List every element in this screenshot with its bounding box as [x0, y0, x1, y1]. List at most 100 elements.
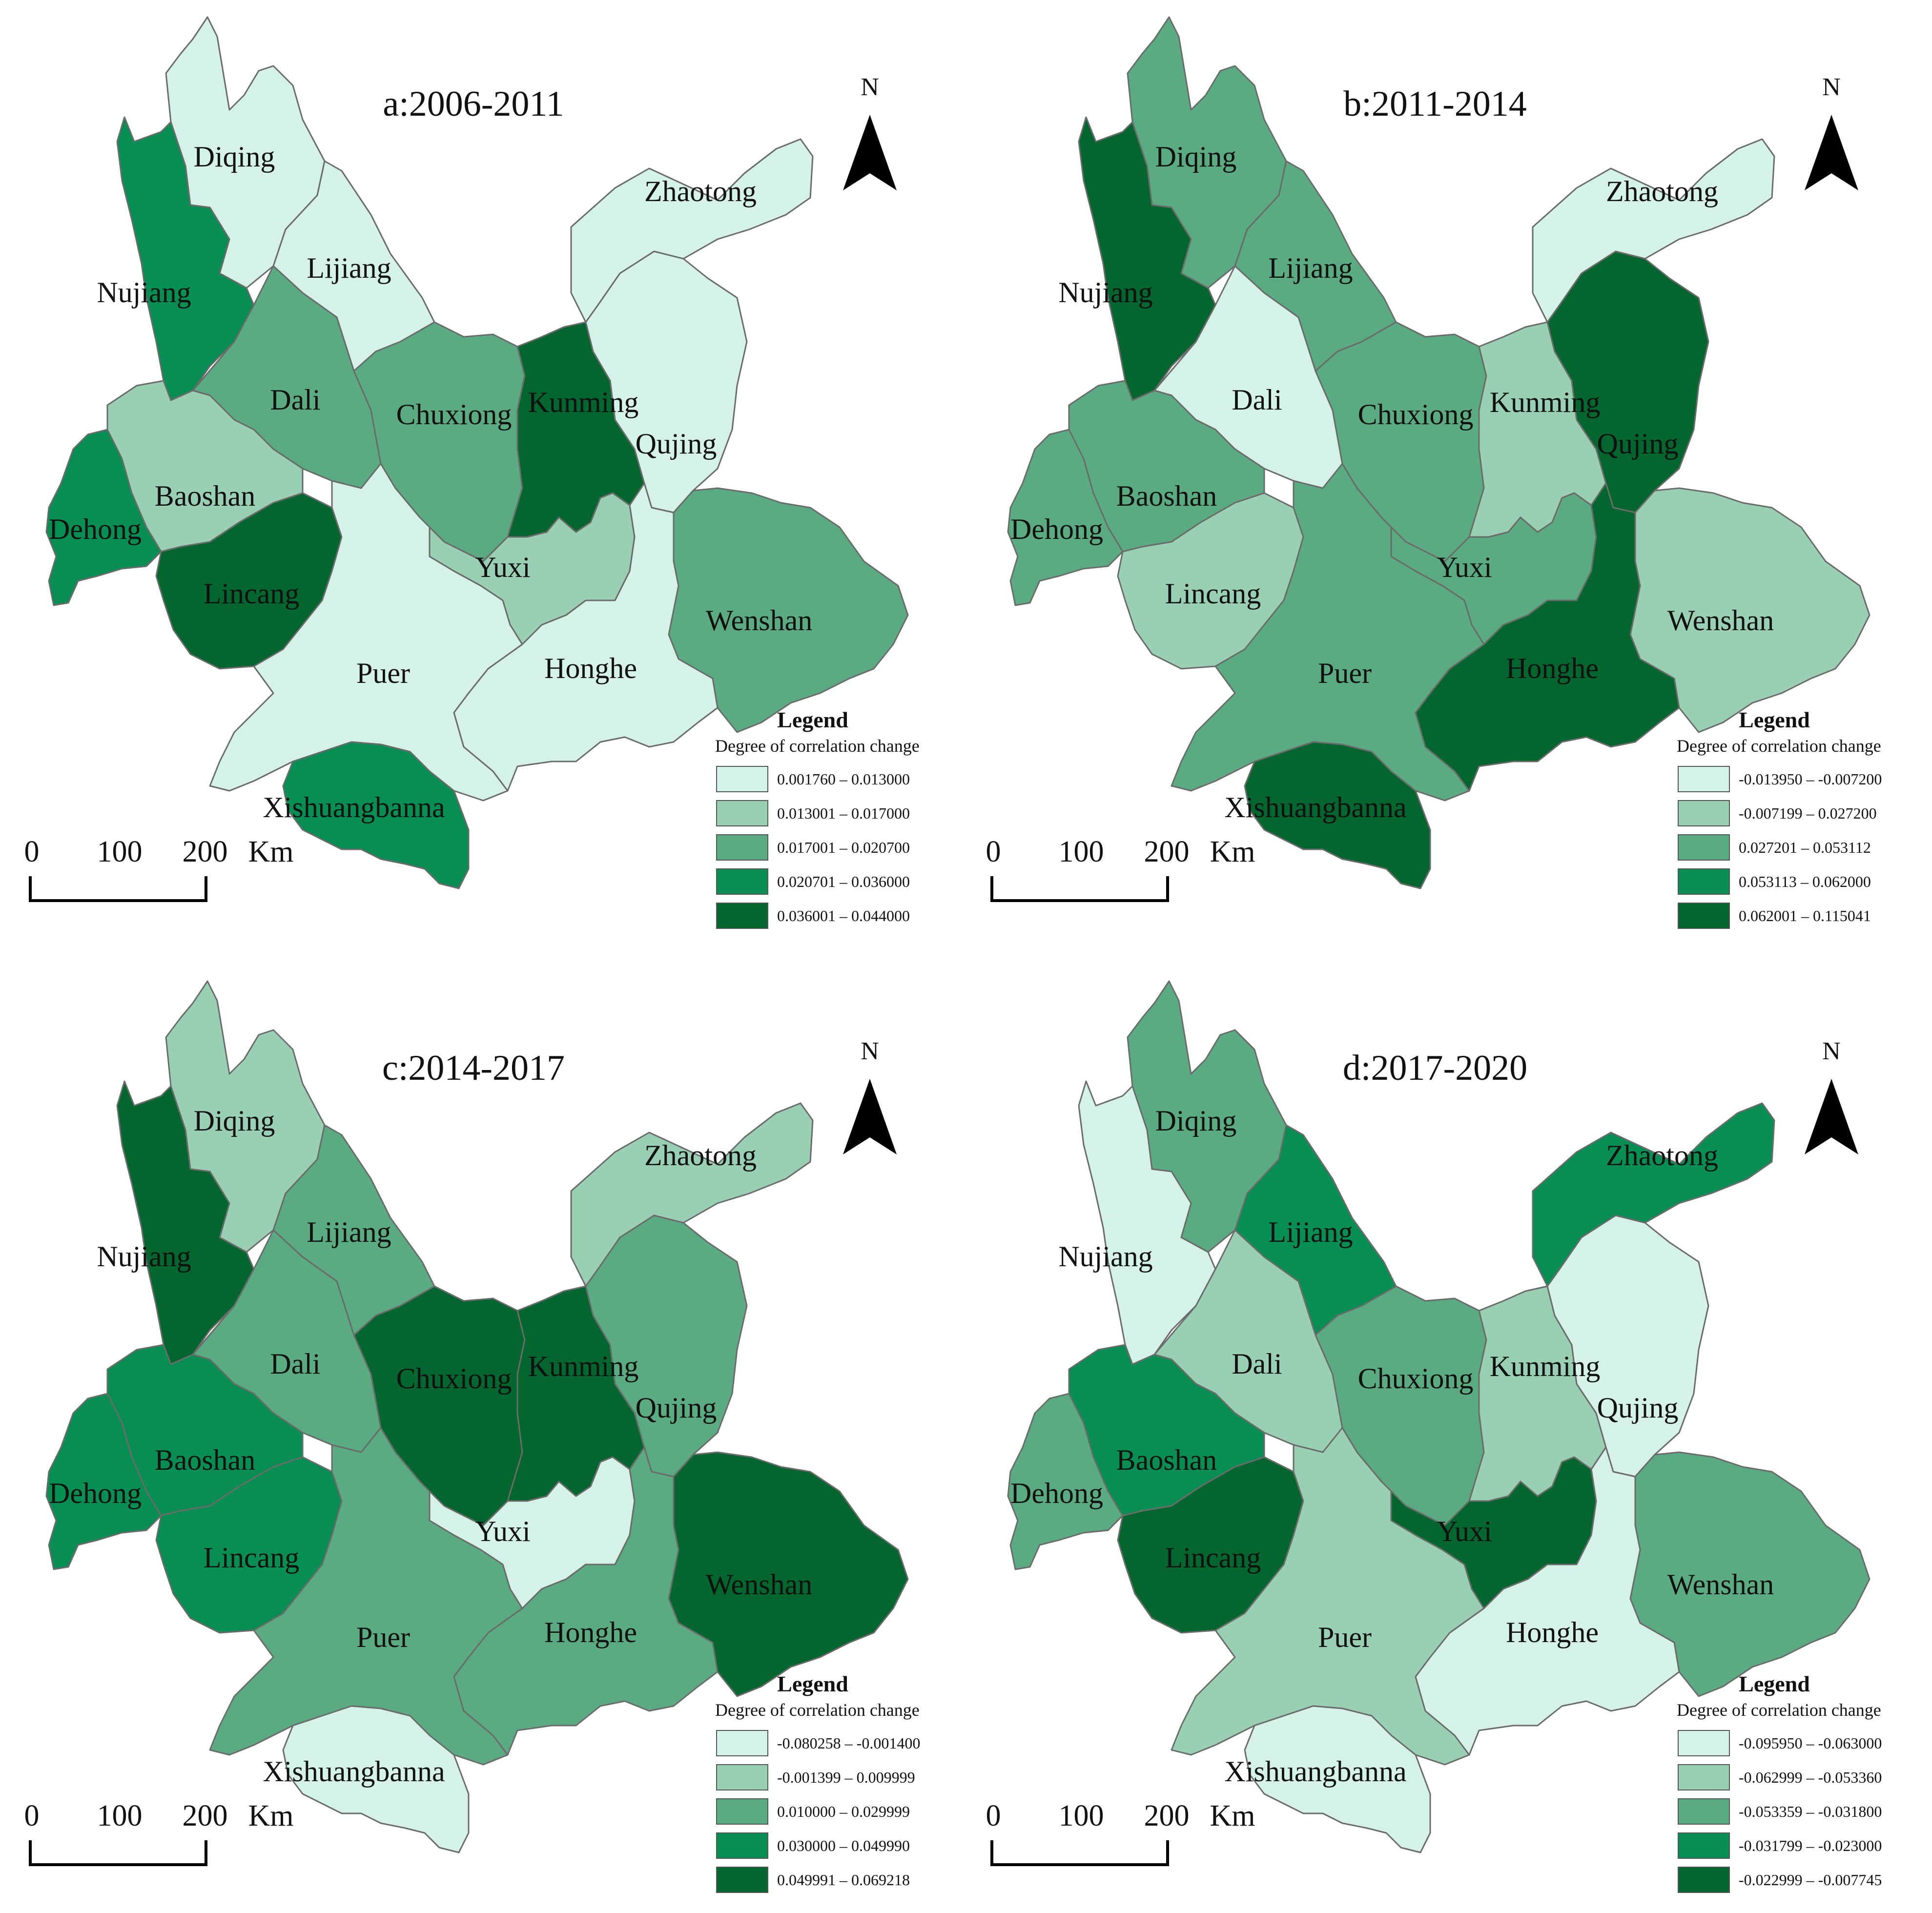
region-label-zhaotong: Zhaotong [644, 1139, 757, 1172]
region-label-zhaotong: Zhaotong [1606, 1139, 1718, 1172]
legend-range-0: -0.080258 – -0.001400 [777, 1734, 920, 1752]
region-label-xishuangbanna: Xishuangbanna [263, 791, 445, 823]
region-label-qujing: Qujing [1597, 1392, 1679, 1424]
legend-subtitle: Degree of correlation change [715, 736, 920, 756]
region-label-dali: Dali [270, 1348, 320, 1380]
region-label-puer: Puer [1318, 1621, 1372, 1653]
legend-range-2: 0.017001 – 0.020700 [777, 839, 910, 856]
region-label-yuxi: Yuxi [1437, 1515, 1492, 1547]
map-panel-0: Diqing Nujiang Lijiang Zhaotong Dali Chuxiong… [24, 16, 920, 929]
scale-unit: Km [1210, 1799, 1255, 1832]
region-qujing [585, 250, 748, 514]
region-label-xishuangbanna: Xishuangbanna [1224, 1755, 1406, 1788]
scale-bar: 0 100 200 Km [24, 1799, 294, 1866]
region-label-nujiang: Nujiang [97, 1240, 191, 1273]
north-label: N [1822, 1037, 1841, 1065]
region-label-zhaotong: Zhaotong [644, 175, 757, 207]
region-label-yuxi: Yuxi [1437, 551, 1492, 583]
legend-swatch-0 [716, 1730, 768, 1756]
region-label-baoshan: Baoshan [1116, 480, 1217, 512]
legend-swatch-2 [716, 1798, 768, 1825]
legend-swatch-1 [1678, 800, 1730, 826]
region-label-nujiang: Nujiang [97, 276, 191, 309]
legend-range-2: 0.010000 – 0.029999 [777, 1803, 910, 1820]
legend: Legend Degree of correlation change 0.0017… [715, 707, 920, 929]
legend-swatch-2 [1678, 834, 1730, 861]
panel-title: b:2011-2014 [1343, 84, 1526, 124]
scale-bar: 0 100 200 Km [24, 835, 294, 902]
region-label-chuxiong: Chuxiong [396, 398, 512, 431]
region-label-puer: Puer [356, 1621, 410, 1653]
legend-range-2: -0.053359 – -0.031800 [1739, 1803, 1882, 1820]
legend-swatch-0 [716, 766, 768, 792]
legend-swatch-1 [716, 800, 768, 826]
legend-swatch-4 [716, 903, 768, 929]
region-label-lijiang: Lijiang [1268, 252, 1353, 284]
panel-title: a:2006-2011 [383, 84, 564, 124]
legend-range-4: 0.049991 – 0.069218 [777, 1871, 910, 1889]
map-panel-2: Diqing Nujiang Lijiang Zhaotong Dali Chuxiong… [24, 980, 920, 1893]
region-label-lijiang: Lijiang [1268, 1216, 1353, 1248]
north-arrow-icon: N [1805, 1037, 1858, 1154]
scale-unit: Km [1210, 835, 1255, 868]
region-xishuangbanna [282, 1705, 470, 1853]
region-honghe [453, 1446, 719, 1756]
legend-swatch-4 [1678, 903, 1730, 929]
legend-range-0: 0.001760 – 0.013000 [777, 770, 910, 788]
region-xishuangbanna [1244, 1705, 1431, 1853]
region-label-honghe: Honghe [1506, 1616, 1599, 1648]
region-label-honghe: Honghe [544, 652, 637, 684]
legend-swatch-3 [1678, 868, 1730, 895]
north-arrow-icon: N [843, 1037, 897, 1154]
region-honghe [453, 482, 719, 792]
scale-label-2: 200 [183, 835, 228, 868]
legend-swatch-4 [716, 1867, 768, 1893]
region-label-wenshan: Wenshan [706, 1568, 812, 1601]
legend-swatch-3 [716, 868, 768, 895]
legend-swatch-1 [716, 1764, 768, 1790]
region-label-diqing: Diqing [194, 141, 275, 173]
legend-range-3: 0.053113 – 0.062000 [1739, 873, 1871, 890]
region-label-xishuangbanna: Xishuangbanna [263, 1755, 445, 1788]
scale-label-0: 0 [24, 835, 40, 868]
region-label-honghe: Honghe [1506, 652, 1599, 684]
region-label-dehong: Dehong [1010, 513, 1103, 545]
scale-label-0: 0 [986, 1799, 1001, 1832]
scale-unit: Km [248, 1799, 294, 1832]
scale-bar: 0 100 200 Km [986, 835, 1255, 902]
scale-label-2: 200 [1144, 835, 1190, 868]
region-dehong [45, 429, 162, 606]
scale-label-0: 0 [986, 835, 1001, 868]
region-label-dehong: Dehong [49, 1477, 142, 1509]
legend-range-0: -0.013950 – -0.007200 [1739, 770, 1882, 788]
legend-swatch-1 [1678, 1764, 1730, 1790]
region-label-lincang: Lincang [204, 1542, 300, 1574]
panel-title: d:2017-2020 [1343, 1048, 1527, 1088]
legend-swatch-0 [1678, 1730, 1730, 1756]
region-label-puer: Puer [1318, 657, 1372, 689]
legend-swatch-3 [1678, 1832, 1730, 1859]
scale-label-1: 100 [1059, 1799, 1104, 1832]
region-label-wenshan: Wenshan [706, 604, 812, 637]
region-xishuangbanna [282, 741, 470, 889]
legend-swatch-3 [716, 1832, 768, 1859]
region-label-diqing: Diqing [1155, 1105, 1237, 1137]
region-label-chuxiong: Chuxiong [396, 1362, 512, 1395]
region-label-xishuangbanna: Xishuangbanna [1224, 791, 1406, 823]
legend-title: Legend [1739, 707, 1810, 732]
region-label-dehong: Dehong [1010, 1477, 1103, 1509]
region-qujing [585, 1214, 748, 1478]
legend-range-3: 0.020701 – 0.036000 [777, 873, 910, 890]
region-label-baoshan: Baoshan [155, 1444, 256, 1476]
north-label: N [861, 73, 879, 101]
region-xishuangbanna [1244, 741, 1431, 889]
legend-title: Legend [777, 1671, 848, 1696]
region-label-zhaotong: Zhaotong [1606, 175, 1718, 207]
legend-range-1: -0.001399 – 0.009999 [777, 1769, 915, 1786]
legend: Legend Degree of correlation change -0.095… [1677, 1671, 1882, 1893]
region-qujing [1546, 1214, 1709, 1478]
legend-range-3: -0.031799 – -0.023000 [1739, 1837, 1882, 1854]
region-label-kunming: Kunming [1490, 1350, 1601, 1382]
region-honghe [1415, 1446, 1680, 1756]
